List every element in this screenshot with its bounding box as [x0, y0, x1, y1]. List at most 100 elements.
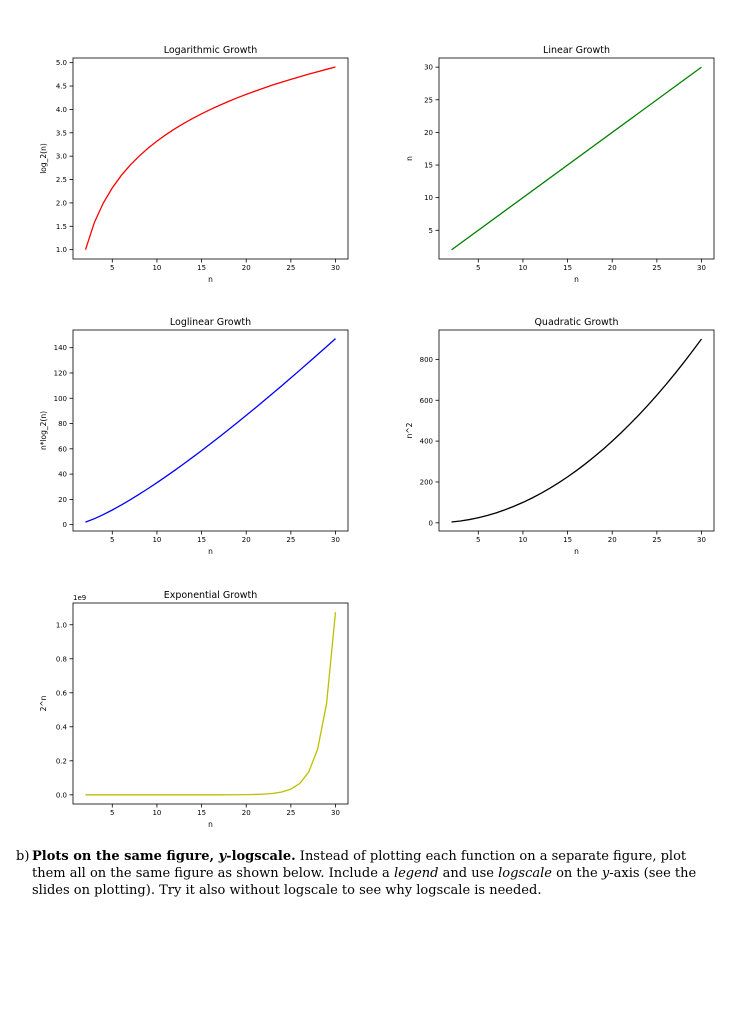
chart-0-ytick-label: 5.0	[56, 59, 67, 67]
item-label: b)	[16, 849, 30, 864]
chart-2-xtick-label: 10	[152, 536, 161, 544]
chart-0-title: Logarithmic Growth	[164, 45, 258, 56]
chart-0-xtick-label: 15	[197, 264, 206, 272]
chart-2-xtick-label: 20	[242, 536, 251, 544]
chart-3-xlabel: n	[574, 547, 579, 556]
chart-4-ytick-label: 0.0	[56, 791, 67, 799]
chart-2-ytick-label: 80	[58, 420, 67, 428]
chart-3-xtick-label: 10	[518, 536, 527, 544]
chart-4-axes-frame	[72, 602, 349, 805]
chart-3-xtick-label: 20	[608, 536, 617, 544]
chart-4-title: Exponential Growth	[164, 590, 258, 601]
instructions-heading: Plots on the same figure, y-logscale.	[32, 849, 296, 864]
chart-1-ytick-label: 25	[424, 96, 433, 104]
chart-4-ytick-label: 0.4	[56, 723, 68, 731]
chart-2-ytick-label: 0	[63, 521, 67, 529]
chart-2-xtick-label: 30	[331, 536, 340, 544]
chart-1-series-line	[451, 66, 702, 251]
chart-1-axes-frame	[438, 57, 715, 260]
chart-2-ytick-label: 20	[58, 496, 67, 504]
instructions-text-2: and use	[438, 866, 499, 881]
chart-4-ylabel: 2^n	[39, 695, 48, 711]
chart-3-xtick-label: 15	[563, 536, 572, 544]
chart-1-xlabel: n	[574, 275, 579, 284]
chart-2-axes-frame	[72, 329, 349, 532]
chart-3-xtick-label: 5	[476, 536, 480, 544]
chart-2-ytick-label: 140	[54, 344, 67, 352]
chart-4-xtick-label: 20	[242, 809, 251, 817]
chart-2-ytick-label: 100	[54, 395, 67, 403]
chart-quadratic-growth: Quadratic Growth 5 10 15 20 25 30 0 200 400 600 800…	[405, 317, 715, 556]
chart-3-xtick-label: 25	[652, 536, 661, 544]
chart-4-xlabel: n	[208, 820, 213, 829]
chart-0-ytick-label: 3.0	[56, 153, 67, 161]
chart-4-xtick-label: 30	[331, 809, 340, 817]
instructions-em-legend: legend	[393, 866, 439, 881]
chart-2-xtick-label: 5	[110, 536, 114, 544]
chart-0-xtick-label: 20	[242, 264, 251, 272]
chart-2-xlabel: n	[208, 547, 213, 556]
chart-3-ytick-label: 400	[420, 438, 433, 446]
chart-4-xtick-label: 10	[152, 809, 161, 817]
chart-0-ytick-label: 4.0	[56, 106, 67, 114]
chart-2-title: Loglinear Growth	[170, 317, 251, 328]
chart-1-ytick-label: 20	[424, 129, 433, 137]
chart-0-ylabel: log_2(n)	[39, 143, 48, 174]
chart-1-title: Linear Growth	[543, 45, 610, 56]
chart-0-xtick-label: 30	[331, 264, 340, 272]
instructions-text-4: -axis (see the slides on plotting). Try …	[32, 866, 697, 898]
chart-3-ytick-label: 200	[420, 478, 433, 486]
instructions-em-y: y	[601, 866, 610, 881]
chart-1-xtick-label: 15	[563, 264, 572, 272]
chart-0-xtick-label: 25	[286, 264, 295, 272]
chart-4-ytick-label: 0.2	[56, 757, 67, 765]
instructions-paragraph: b) Plots on the same figure, y-logscale.…	[16, 848, 716, 899]
chart-2-xtick-label: 15	[197, 536, 206, 544]
chart-1-ylabel: n	[405, 156, 414, 161]
chart-0-ytick-label: 1.0	[56, 246, 67, 254]
chart-3-ytick-label: 0	[429, 519, 433, 527]
chart-2-series-line	[85, 338, 336, 523]
chart-4-ytick-label: 1.0	[56, 621, 67, 629]
instructions-text-1: Instead of plotting each function on a s…	[32, 849, 687, 881]
chart-1-ytick-label: 5	[429, 227, 433, 235]
instructions-em-logscale: logscale	[498, 866, 552, 881]
chart-2-ytick-label: 120	[54, 369, 67, 377]
chart-0-xtick-label: 10	[152, 264, 161, 272]
chart-3-series-line	[451, 338, 703, 523]
chart-1-xtick-label: 5	[476, 264, 480, 272]
chart-2-ytick-label: 40	[58, 471, 67, 479]
chart-0-xtick-label: 5	[110, 264, 114, 272]
chart-1-xtick-label: 25	[652, 264, 661, 272]
chart-0-ytick-label: 1.5	[56, 223, 67, 231]
chart-4-series-line	[85, 612, 337, 796]
chart-2-xtick-label: 25	[286, 536, 295, 544]
chart-0-ytick-label: 2.0	[56, 199, 67, 207]
chart-1-xtick-label: 30	[697, 264, 706, 272]
chart-4-ytick-label: 0.6	[56, 689, 68, 697]
chart-1-ytick-label: 15	[424, 162, 433, 170]
chart-1-ytick-label: 30	[424, 64, 433, 72]
chart-3-title: Quadratic Growth	[534, 317, 618, 328]
chart-3-xtick-label: 30	[697, 536, 706, 544]
chart-3-ytick-label: 600	[420, 397, 433, 405]
chart-4-xtick-label: 15	[197, 809, 206, 817]
chart-0-ytick-label: 3.5	[56, 129, 67, 137]
chart-2-ytick-label: 60	[58, 445, 67, 453]
chart-0-xlabel: n	[208, 275, 213, 284]
chart-2-ylabel: n*log_2(n)	[39, 411, 48, 450]
chart-1-xtick-label: 10	[518, 264, 527, 272]
chart-1-ytick-label: 10	[424, 194, 433, 202]
chart-0-series-line	[84, 66, 336, 250]
instructions-text-3: on the	[551, 866, 602, 881]
chart-3-ylabel: n^2	[405, 422, 414, 438]
chart-loglinear-growth: Loglinear Growth 5 10 15 20 25 30 0 20 40 60 80 100 1…	[39, 317, 349, 556]
chart-4-xtick-label: 25	[286, 809, 295, 817]
chart-0-ytick-label: 2.5	[56, 176, 67, 184]
chart-4-offset-label: 1e9	[73, 594, 86, 602]
chart-logarithmic-growth: Logarithmic Growth 5 10 15 20 25 30 1.0 1.5 2.0 2.…	[39, 45, 349, 284]
chart-1-xtick-label: 20	[608, 264, 617, 272]
chart-exponential-growth: Exponential Growth 5 10 15 20 25 30 0.0 0.2 0.4 0.…	[39, 590, 349, 829]
chart-4-ytick-label: 0.8	[56, 655, 67, 663]
chart-3-axes-frame	[438, 329, 715, 532]
